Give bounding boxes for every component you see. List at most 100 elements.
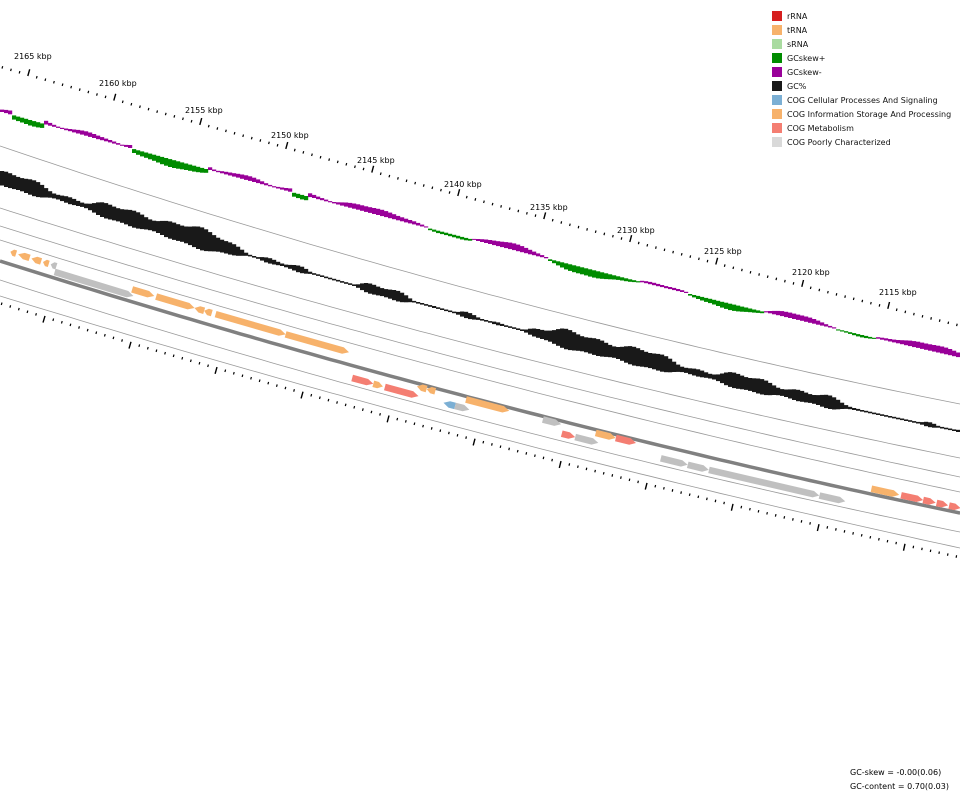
minor-tick — [224, 369, 227, 373]
gc-skew-plus-bar — [300, 194, 305, 200]
gc-skew-minus-bar — [272, 186, 277, 188]
legend-label: COG Information Storage And Processing — [787, 109, 952, 119]
minor-tick — [156, 110, 159, 113]
gc-skew-plus-bar — [740, 306, 745, 312]
gc-content-bar — [172, 222, 177, 240]
gc-skew-plus-bar — [448, 233, 453, 237]
gc-skew-minus-bar — [940, 346, 945, 354]
minor-tick — [448, 191, 451, 194]
gc-content-bar — [208, 232, 213, 252]
minor-tick — [749, 270, 752, 274]
minor-tick — [663, 248, 666, 252]
gc-skew-plus-bar — [732, 304, 737, 311]
gc-content-bar — [4, 171, 9, 187]
minor-tick — [225, 129, 227, 133]
gc-skew-plus-bar — [760, 311, 765, 314]
minor-tick — [886, 539, 889, 543]
gc-skew-minus-bar — [336, 202, 341, 205]
gc-skew-minus-bar — [520, 246, 525, 253]
minor-tick — [311, 153, 313, 157]
minor-tick — [637, 480, 639, 484]
minor-tick — [860, 533, 863, 537]
major-tick — [902, 543, 906, 551]
gc-skew-minus-bar — [60, 127, 65, 129]
gc-skew-plus-bar — [176, 161, 181, 169]
minor-tick — [508, 447, 510, 451]
gc-content-bar — [100, 202, 105, 217]
gc-content-bar — [644, 351, 649, 368]
feature-arrow — [284, 331, 349, 354]
gc-content-bar — [892, 416, 897, 419]
gc-skew-plus-bar — [584, 268, 589, 276]
minor-tick — [422, 424, 424, 428]
gc-content-bar — [716, 374, 721, 382]
gc-skew-minus-bar — [276, 186, 281, 189]
minor-tick — [440, 188, 442, 192]
gc-content-bar — [868, 411, 873, 414]
gc-content-bar — [28, 179, 33, 195]
feature-arrow — [372, 380, 383, 389]
gc-skew-plus-bar — [292, 192, 297, 197]
legend-swatch — [772, 123, 782, 133]
minor-tick — [61, 83, 64, 87]
minor-tick — [103, 333, 106, 337]
gc-content-bar — [532, 328, 537, 337]
minor-tick — [698, 257, 700, 261]
minor-tick — [379, 172, 382, 176]
minor-tick — [388, 174, 391, 178]
gc-content-bar — [664, 356, 669, 373]
gc-skew-plus-bar — [628, 279, 633, 282]
gc-content-bar — [252, 256, 257, 258]
gc-skew-minus-bar — [880, 337, 885, 340]
minor-tick — [688, 493, 691, 497]
minor-tick — [723, 501, 725, 505]
minor-tick — [809, 286, 812, 290]
gc-skew-minus-bar — [932, 345, 937, 352]
minor-tick — [318, 396, 321, 400]
minor-tick — [397, 177, 399, 180]
gc-skew-plus-bar — [444, 232, 449, 236]
gc-content-bar — [496, 322, 501, 326]
gc-content-bar — [244, 252, 249, 256]
gc-content-bar — [808, 394, 813, 403]
minor-tick — [620, 476, 622, 479]
feature-arrow — [31, 256, 43, 265]
gc-skew-minus-bar — [412, 221, 417, 225]
gc-content-bar — [796, 389, 801, 402]
gc-skew-plus-bar — [12, 115, 17, 120]
scale-label: 2125 kbp — [704, 247, 742, 256]
gc-content-bar — [272, 259, 277, 265]
gc-content-bar — [180, 225, 185, 242]
gc-content-bar — [52, 193, 57, 199]
minor-tick — [585, 467, 588, 471]
outer-scale-ticks — [1, 66, 958, 327]
gc-skew-minus-bar — [904, 340, 909, 346]
track-guide-line — [0, 279, 960, 533]
gc-content-bar — [896, 417, 901, 420]
gc-skew-minus-bar — [52, 124, 57, 127]
gc-content-bar — [444, 309, 449, 312]
gc-content-bar — [44, 188, 49, 198]
minor-tick — [336, 160, 339, 164]
gc-content-bar — [240, 249, 245, 256]
gc-content-bar — [648, 353, 653, 369]
gc-skew-plus-bar — [196, 166, 201, 173]
minor-tick — [328, 158, 331, 161]
legend-item-cog-information: COG Information Storage And Processing — [772, 107, 951, 121]
minor-tick — [112, 336, 115, 340]
gc-content-bar — [560, 328, 565, 348]
gc-content-bar — [944, 427, 949, 430]
minor-tick — [483, 200, 485, 204]
gc-content-bar — [712, 374, 717, 380]
gc-content-bar — [392, 290, 397, 301]
legend-label: GCskew+ — [787, 53, 826, 63]
minor-tick — [542, 456, 545, 460]
gc-skew-minus-bar — [504, 242, 509, 249]
gc-content-bar — [816, 395, 821, 405]
gc-content-bar — [708, 373, 713, 379]
minor-tick — [121, 100, 124, 104]
gc-content-bar — [504, 325, 509, 327]
minor-tick — [844, 295, 846, 298]
gc-skew-minus-bar — [356, 204, 361, 210]
gc-skew-minus-bar — [244, 175, 249, 180]
